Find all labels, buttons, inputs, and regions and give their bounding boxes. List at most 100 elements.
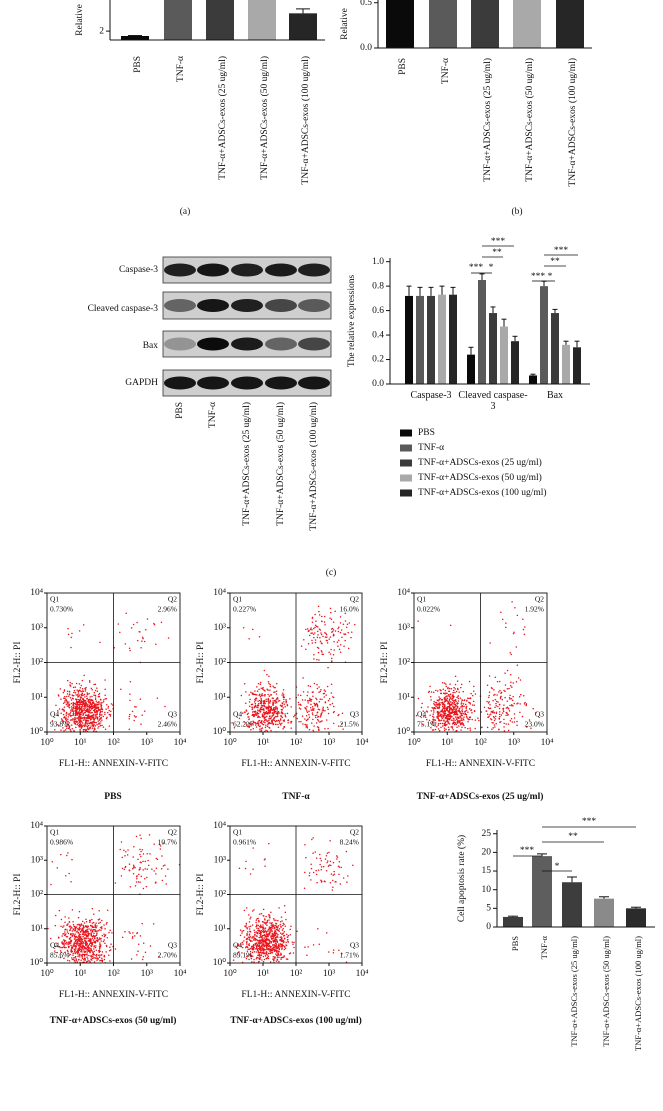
quadrant-name: Q2 xyxy=(535,595,544,604)
bar xyxy=(626,908,646,927)
x-tick-label: 10¹ xyxy=(257,738,270,748)
x-tick-label: TNF-α+ADSCs-exos (50 ug/ml) xyxy=(259,56,270,180)
error-bar xyxy=(631,906,641,909)
bar xyxy=(429,0,457,48)
blot-band xyxy=(265,376,297,390)
quadrant-name: Q3 xyxy=(168,941,177,950)
quadrant-value: 0.961% xyxy=(233,838,256,847)
blot-band xyxy=(298,376,330,390)
x-tick-label: 10⁰ xyxy=(407,737,421,748)
y-axis-label: FL2-H:: PI xyxy=(196,642,206,684)
y-axis-label: FL2-H:: PI xyxy=(380,642,390,684)
error-bar xyxy=(563,340,569,345)
bar xyxy=(121,36,149,40)
quadrant-value: 2.96% xyxy=(158,605,177,614)
x-tick-label: 10² xyxy=(107,738,120,748)
legend-swatch xyxy=(400,489,412,497)
x-axis-label: FL1-H:: ANNEXIN-V-FITC xyxy=(426,759,535,769)
quadrant-events xyxy=(415,675,482,732)
lane-label: TNF-α xyxy=(208,402,218,428)
y-tick-label: 10⁰ xyxy=(213,957,227,968)
quadrant-events xyxy=(300,605,356,663)
blot-band xyxy=(197,337,229,351)
error-bar xyxy=(512,335,518,342)
error-bar xyxy=(439,285,445,295)
y-tick-label: 10¹ xyxy=(214,924,227,934)
protein-label: GAPDH xyxy=(125,378,158,388)
blot-band xyxy=(164,376,196,390)
legend-label: PBS xyxy=(418,428,435,438)
y-tick-label: 10⁴ xyxy=(213,821,227,831)
y-tick-label: 10³ xyxy=(31,623,44,633)
quadrant-name: Q3 xyxy=(350,941,359,950)
legend-label: TNF-α+ADSCs-exos (25 ug/ml) xyxy=(418,457,542,468)
x-tick-label: 10⁴ xyxy=(174,738,188,748)
x-tick-label: PBS xyxy=(398,58,408,75)
quadrant-name: Q2 xyxy=(350,595,359,604)
x-tick-label: 10⁴ xyxy=(174,969,188,979)
x-axis-label: FL1-H:: ANNEXIN-V-FITC xyxy=(59,759,168,769)
error-bar xyxy=(508,915,518,917)
bar xyxy=(556,0,584,48)
y-tick-label: 0.6 xyxy=(372,306,384,316)
lane-label: TNF-α+ADSCs-exos (100 ug/ml) xyxy=(308,402,319,531)
quadrant-events xyxy=(242,627,261,640)
y-tick-label: 10¹ xyxy=(214,692,227,702)
y-tick-label: 10⁰ xyxy=(30,726,44,737)
y-tick-label: 0.0 xyxy=(372,379,384,389)
x-tick-label: 10¹ xyxy=(441,738,454,748)
error-bar xyxy=(428,286,434,296)
x-tick-label: 10⁴ xyxy=(541,738,555,748)
quadrant-events xyxy=(489,601,526,656)
y-tick-label: 5 xyxy=(486,904,491,914)
bar xyxy=(449,294,457,384)
legend-swatch xyxy=(400,459,412,467)
bar xyxy=(562,344,570,384)
legend-label: TNF-α+ADSCs-exos (50 ug/ml) xyxy=(418,472,542,483)
x-tick-label: 10³ xyxy=(323,969,336,979)
y-tick-label: 10⁴ xyxy=(397,588,411,598)
bar xyxy=(248,0,276,40)
significance-label: ** xyxy=(492,248,502,258)
blot-band xyxy=(265,299,297,312)
panel-caption: (c) xyxy=(326,567,337,578)
y-tick-label: 10¹ xyxy=(398,692,411,702)
bar xyxy=(386,0,414,48)
bar xyxy=(206,0,234,40)
x-tick-label: TNF-α+ADSCs-exos (50 ug/ml) xyxy=(601,936,611,1047)
quadrant-value: 21.5% xyxy=(340,720,359,729)
quadrant-name: Q1 xyxy=(233,828,242,837)
x-tick-label: PBS xyxy=(510,936,520,951)
bar xyxy=(438,294,446,384)
quadrant-events xyxy=(295,666,344,732)
y-tick-label: 0.4 xyxy=(372,330,384,340)
y-tick-label: 0.5 xyxy=(360,0,372,8)
y-axis-label: Relative xyxy=(340,8,350,40)
quadrant-value: 2.70% xyxy=(158,951,177,960)
y-axis-label: The relative expressions xyxy=(347,275,357,368)
y-tick-label: 10² xyxy=(31,890,44,900)
x-tick-label: TNF-α+ADSCs-exos (50 ug/ml) xyxy=(524,58,535,182)
significance-label: *** xyxy=(520,846,535,856)
bar xyxy=(500,326,508,384)
bar xyxy=(467,354,475,384)
plot-title: TNF-α+ADSCs-exos (25 ug/ml) xyxy=(417,791,544,802)
error-bar xyxy=(479,273,485,281)
blot-band xyxy=(298,337,330,351)
plot-title: PBS xyxy=(104,792,121,802)
significance-label: *** xyxy=(554,246,569,256)
error-bar xyxy=(530,373,536,376)
plot-title: TNF-α xyxy=(282,792,310,802)
y-tick-label: 10⁰ xyxy=(30,957,44,968)
x-tick-label: TNF-α+ADSCs-exos (25 ug/ml) xyxy=(569,936,579,1047)
x-tick-label: 10¹ xyxy=(74,969,87,979)
quadrant-value: 16.0% xyxy=(340,605,359,614)
x-tick-label: 10² xyxy=(474,738,487,748)
bar xyxy=(513,0,541,48)
y-axis-label: Cell apoptosis rate (%) xyxy=(456,835,467,922)
bar xyxy=(573,347,581,384)
error-bar xyxy=(468,346,474,355)
quadrant-value: 0.022% xyxy=(417,605,440,614)
significance-label: *** xyxy=(491,237,506,247)
quadrant-name: Q1 xyxy=(50,828,59,837)
